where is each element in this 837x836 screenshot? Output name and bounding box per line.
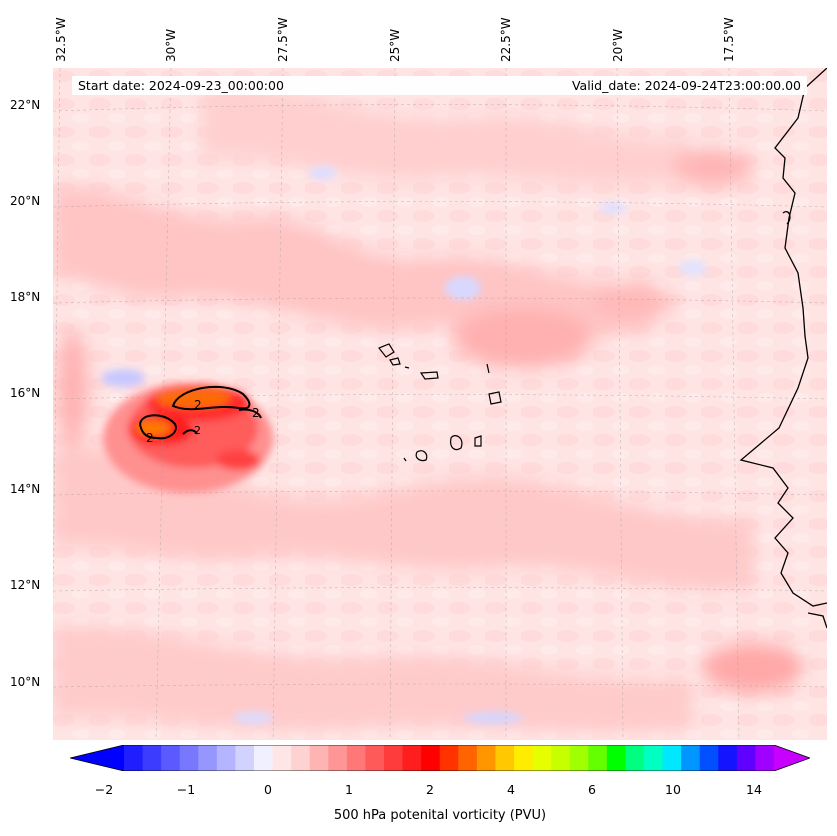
colorbar-segment <box>625 745 645 771</box>
contour-label: 2 <box>194 424 201 437</box>
coastline-africa <box>739 68 827 629</box>
grid-lines <box>53 68 827 740</box>
colorbar-segment <box>124 745 144 771</box>
colorbar-segment <box>235 745 255 771</box>
colorbar-label: 500 hPa potenital vorticity (PVU) <box>333 808 547 823</box>
colorbar-over-extension <box>774 745 810 771</box>
colorbar-segment <box>272 745 292 771</box>
colorbar-segment <box>328 745 348 771</box>
colorbar-tick: −1 <box>176 782 196 797</box>
contour-label: 2 <box>252 406 260 420</box>
lon-label: 30°W <box>164 28 178 62</box>
colorbar-segment <box>718 745 738 771</box>
colorbar-segment <box>569 745 589 771</box>
colorbar-segment <box>291 745 311 771</box>
colorbar-segment <box>179 745 199 771</box>
colorbar-segment <box>644 745 664 771</box>
colorbar-under-extension <box>70 745 124 771</box>
pv-field-pink <box>53 86 803 732</box>
colorbar-segment <box>681 745 701 771</box>
colorbar-segment <box>458 745 478 771</box>
colorbar-segment <box>309 745 329 771</box>
colorbar-tick: 14 <box>746 782 762 797</box>
pv-2-contours <box>139 385 262 440</box>
colorbar-tick: −2 <box>94 782 114 797</box>
lon-label: 20°W <box>611 28 625 62</box>
lat-label: 10°N <box>10 675 41 689</box>
pv-field-blue <box>101 166 707 724</box>
colorbar-tick: 4 <box>507 782 515 797</box>
colorbar-segment <box>514 745 534 771</box>
colorbar-segment <box>402 745 422 771</box>
colorbar-segment <box>384 745 404 771</box>
colorbar-segment <box>421 745 441 771</box>
lon-label: 25°W <box>388 28 402 62</box>
date-info-box: Start date: 2024-09-23_00:00:00 Valid_da… <box>72 76 807 95</box>
colorbar-segment <box>606 745 627 771</box>
colorbar-segment <box>346 745 367 771</box>
colorbar-segment <box>161 745 181 771</box>
colorbar-segment <box>142 745 162 771</box>
lat-label: 22°N <box>10 98 41 112</box>
colorbar-segment <box>662 745 682 771</box>
colorbar-segment <box>198 745 218 771</box>
colorbar-segment <box>254 745 274 771</box>
colorbar-segment <box>439 745 459 771</box>
lat-label: 14°N <box>10 482 41 496</box>
colorbar-segment <box>699 745 719 771</box>
lon-label: 22.5°W <box>499 17 513 62</box>
lat-label: 16°N <box>10 386 41 400</box>
colorbar-segment <box>495 745 515 771</box>
colorbar-segment <box>736 745 757 771</box>
pv-map <box>53 68 827 740</box>
colorbar-tick: 10 <box>665 782 681 797</box>
colorbar-segment <box>755 745 775 771</box>
lat-label: 12°N <box>10 578 41 592</box>
lat-label: 18°N <box>10 290 41 304</box>
colorbar-tick: 6 <box>588 782 596 797</box>
lon-label: 32.5°W <box>54 17 68 62</box>
contour-label: 2 <box>146 431 154 445</box>
colorbar-tick: 0 <box>264 782 272 797</box>
colorbar-segment <box>216 745 237 771</box>
valid-date: Valid_date: 2024-09-24T23:00:00.00 <box>571 78 801 93</box>
contour-label: 2 <box>194 398 202 412</box>
colorbar-segment <box>476 745 497 771</box>
lon-label: 27.5°W <box>276 17 290 62</box>
colorbar-segment <box>588 745 608 771</box>
colorbar-tick: 1 <box>345 782 353 797</box>
start-date: Start date: 2024-09-23_00:00:00 <box>78 78 284 93</box>
colorbar-segment <box>365 745 385 771</box>
cape-verde-islands <box>378 343 502 462</box>
colorbar-segment <box>551 745 571 771</box>
lon-label: 17.5°W <box>722 17 736 62</box>
colorbar <box>70 745 810 771</box>
lat-label: 20°N <box>10 194 41 208</box>
colorbar-segment <box>532 745 552 771</box>
colorbar-tick: 2 <box>426 782 434 797</box>
